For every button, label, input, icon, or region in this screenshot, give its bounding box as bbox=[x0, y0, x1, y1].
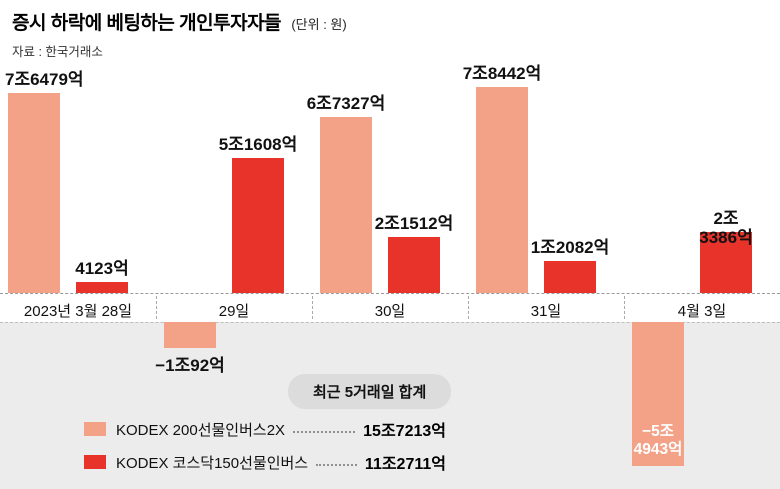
bar-value-label: 7조6479억 bbox=[5, 70, 84, 89]
bar-series1-cat5 bbox=[632, 322, 684, 466]
legend-label: KODEX 200선물인버스2X bbox=[116, 421, 286, 439]
legend-swatch bbox=[84, 422, 106, 436]
legend-total: 11조2711억 bbox=[364, 456, 446, 473]
axis-separator bbox=[624, 296, 625, 319]
dotted-leader bbox=[293, 431, 356, 433]
axis-date-label: 31일 bbox=[530, 303, 562, 320]
source-label: 자료 : 한국거래소 bbox=[12, 45, 103, 59]
axis-date-label: 30일 bbox=[374, 303, 406, 320]
bar-series1-cat2 bbox=[164, 322, 216, 348]
chart-header: 증시 하락에 베팅하는 개인투자자들 (단위 : 원) 자료 : 한국거래소 bbox=[12, 8, 347, 60]
legend-swatch bbox=[84, 455, 106, 469]
bar-value-label: 4123억 bbox=[75, 259, 129, 278]
legend-total: 15조7213억 bbox=[363, 423, 446, 440]
axis-separator bbox=[156, 296, 157, 319]
bar-value-label: 1조2082억 bbox=[530, 238, 610, 257]
axis-date-label: 4월 3일 bbox=[677, 303, 727, 320]
bar-value-label: 2조3386억 bbox=[699, 209, 753, 247]
axis-date-label: 29일 bbox=[218, 303, 250, 320]
bar-value-label: −5조 4943억 bbox=[633, 423, 683, 458]
axis-separator bbox=[312, 296, 313, 319]
dotted-leader bbox=[316, 464, 357, 466]
bar-series1-cat3 bbox=[320, 117, 372, 293]
legend-label: KODEX 코스닥150선물인버스 bbox=[116, 454, 309, 472]
bar-series2-cat3 bbox=[388, 237, 440, 293]
axis-date-label: 2023년 3월 28일 bbox=[23, 303, 133, 320]
bar-series2-cat5 bbox=[700, 232, 752, 293]
bar-value-label: 2조1512억 bbox=[374, 214, 454, 233]
legend-item: KODEX 200선물인버스2X 15조7213억 bbox=[84, 417, 446, 441]
panel-top-line bbox=[0, 322, 780, 323]
bar-value-label: 5조1608억 bbox=[218, 135, 298, 154]
axis-baseline bbox=[0, 293, 780, 294]
bar-value-label: −1조92억 bbox=[155, 356, 225, 375]
unit-label: (단위 : 원) bbox=[291, 17, 347, 32]
bar-value-label: 6조7327억 bbox=[306, 94, 386, 113]
summary-title-pill: 최근 5거래일 합계 bbox=[288, 374, 452, 409]
bar-series1-cat4 bbox=[476, 87, 528, 293]
bar-series1-cat1 bbox=[8, 93, 60, 293]
axis-separator bbox=[468, 296, 469, 319]
page-title: 증시 하락에 베팅하는 개인투자자들 bbox=[12, 13, 282, 34]
bar-series2-cat2 bbox=[232, 158, 284, 293]
bar-series2-cat1 bbox=[76, 282, 128, 293]
legend-item: KODEX 코스닥150선물인버스 11조2711억 bbox=[84, 450, 446, 474]
bar-value-label: 7조8442억 bbox=[462, 64, 542, 83]
bar-series2-cat4 bbox=[544, 261, 596, 293]
